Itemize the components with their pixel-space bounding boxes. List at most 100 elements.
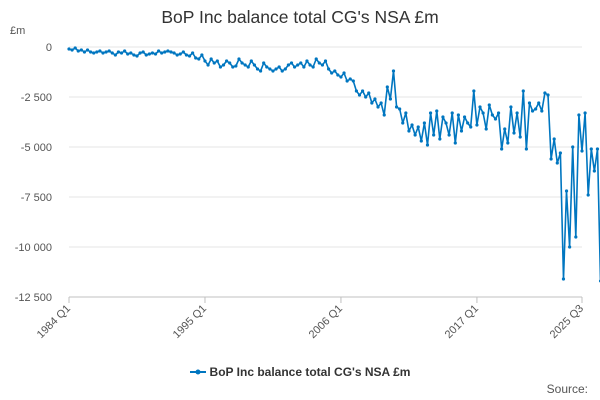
data-point xyxy=(428,111,433,115)
data-point xyxy=(450,111,454,115)
data-point xyxy=(459,129,464,133)
data-point xyxy=(271,69,275,73)
data-point xyxy=(564,189,569,193)
data-point xyxy=(292,65,297,69)
data-point xyxy=(543,91,547,95)
data-point xyxy=(265,65,269,69)
data-point xyxy=(487,103,491,107)
data-point xyxy=(218,65,223,69)
data-point xyxy=(351,79,355,83)
data-point xyxy=(141,50,145,54)
data-point xyxy=(339,75,343,79)
data-point xyxy=(209,57,213,61)
data-point xyxy=(521,89,525,93)
data-point xyxy=(246,65,250,69)
y-tick-label: -12 500 xyxy=(15,292,52,304)
data-point xyxy=(561,277,566,281)
y-tick-label: -10 000 xyxy=(15,242,52,254)
data-point xyxy=(444,121,448,125)
data-point xyxy=(166,49,170,53)
data-point xyxy=(475,123,479,127)
data-point xyxy=(203,59,207,63)
data-point xyxy=(595,147,600,151)
legend-swatch-icon xyxy=(189,369,206,375)
data-point xyxy=(169,50,173,54)
data-point xyxy=(243,63,247,67)
series-group xyxy=(67,46,600,283)
data-point xyxy=(163,50,167,54)
data-point xyxy=(286,63,291,67)
data-point xyxy=(534,107,538,111)
y-tick-label: -7 500 xyxy=(21,192,52,204)
data-point xyxy=(225,59,229,63)
data-point xyxy=(568,245,572,249)
data-point xyxy=(503,127,507,131)
gridlines xyxy=(69,46,582,298)
data-point xyxy=(70,48,74,52)
data-point xyxy=(274,67,278,71)
data-point xyxy=(135,54,139,58)
data-point xyxy=(407,129,411,133)
legend[interactable]: BoP Inc balance total CG's NSA £m xyxy=(0,365,600,379)
data-point xyxy=(453,141,457,145)
data-point xyxy=(157,49,161,53)
data-point xyxy=(172,51,176,55)
data-point xyxy=(515,111,519,115)
data-point xyxy=(175,53,179,57)
data-point xyxy=(462,115,467,119)
x-tick-label: 2017 Q1 xyxy=(443,303,481,341)
data-point xyxy=(398,107,402,111)
data-point xyxy=(419,139,423,143)
data-point xyxy=(518,135,522,139)
data-point xyxy=(228,61,232,65)
data-point xyxy=(181,50,185,54)
data-point xyxy=(589,147,593,151)
data-point xyxy=(367,91,371,95)
data-point xyxy=(249,59,253,63)
data-point xyxy=(345,79,349,83)
chart-title: BoP Inc balance total CG's NSA £m xyxy=(161,7,439,27)
data-point xyxy=(416,125,420,129)
data-point xyxy=(379,101,383,105)
data-point xyxy=(262,61,266,65)
data-point xyxy=(76,49,80,53)
data-point xyxy=(92,51,96,55)
data-point xyxy=(558,151,562,155)
data-point xyxy=(178,52,182,56)
data-point xyxy=(469,125,473,129)
data-point xyxy=(308,63,312,67)
data-point xyxy=(299,61,303,65)
data-point xyxy=(283,67,287,71)
data-point xyxy=(456,113,460,117)
data-point xyxy=(496,111,501,115)
data-point xyxy=(212,61,216,65)
y-axis-unit-label: £m xyxy=(10,25,26,37)
x-axis xyxy=(68,296,583,303)
data-point xyxy=(540,109,544,113)
data-point xyxy=(116,50,121,54)
data-point xyxy=(435,109,439,113)
data-point xyxy=(373,97,377,101)
data-point xyxy=(150,51,155,55)
data-point xyxy=(311,65,315,69)
y-tick-label: -2 500 xyxy=(21,92,52,104)
x-tick-label: 1995 Q1 xyxy=(171,303,209,341)
data-point xyxy=(85,48,90,52)
data-point xyxy=(530,109,535,113)
data-point xyxy=(360,89,365,93)
data-point xyxy=(330,71,334,75)
data-point xyxy=(441,115,445,119)
data-point xyxy=(280,69,284,73)
data-point xyxy=(320,63,325,67)
data-point xyxy=(537,101,541,105)
data-point xyxy=(524,147,528,151)
data-point xyxy=(129,51,133,55)
data-point xyxy=(126,52,130,56)
data-point xyxy=(147,52,151,56)
data-point xyxy=(234,64,238,68)
data-point xyxy=(255,67,260,71)
data-point xyxy=(571,145,575,149)
data-point xyxy=(305,59,309,63)
data-point xyxy=(413,133,417,137)
